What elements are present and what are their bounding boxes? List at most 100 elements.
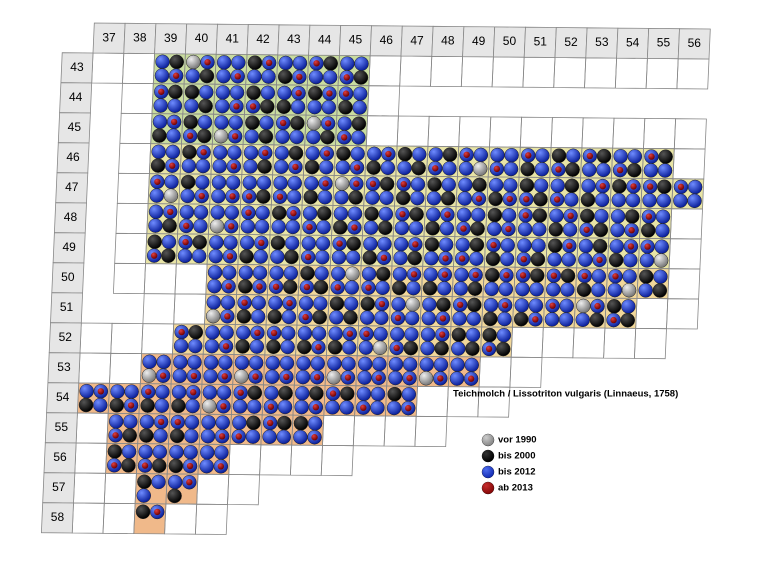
grid-cell [491,56,525,88]
record-dot-recent [472,271,479,279]
record-dot-recent [522,212,529,219]
record-dot [329,296,345,311]
record-dot [549,208,564,223]
record-dot-recent [283,373,290,381]
record-dot [473,147,489,163]
record-dot [377,220,393,236]
record-dot [207,265,223,280]
record-dot [561,252,576,267]
record-dot-recent [286,299,293,307]
record-dot-recent [432,165,439,172]
grid-cell [259,444,293,476]
record-dot [275,129,290,145]
record-dot-recent [467,375,475,382]
record-dot [487,221,502,237]
record-dot-recent [200,149,207,156]
grid-cell [365,115,399,147]
record-dot [180,188,195,204]
grid-cell [415,385,449,418]
grid-cell [196,473,230,505]
record-dot [404,327,419,342]
record-dot [303,189,319,205]
record-dot [290,99,306,115]
grid-cell [174,263,208,295]
record-dot-recent [198,192,205,200]
record-dot [386,400,402,416]
record-dot [79,383,94,399]
record-dot-recent [226,253,234,260]
record-dot [343,310,358,325]
record-dot [186,54,201,70]
record-dot [498,281,514,297]
record-dot-recent [190,389,197,396]
grid-cell [581,117,615,149]
record-dot-recent [399,210,406,218]
record-dot [213,145,228,160]
record-dot [234,355,250,370]
record-dot [302,206,318,221]
record-dot [251,295,266,311]
grid-cell [427,115,461,148]
record-dot-recent [612,273,619,280]
legend-swatch-shade [482,466,494,478]
record-dot-recent [159,372,167,379]
record-dot [655,223,670,238]
record-dot-recent [412,241,419,248]
record-dot [364,206,379,222]
record-dot-recent [141,462,149,469]
column-label: 53 [595,35,609,49]
record-dot [534,162,550,177]
record-dot-recent [231,133,239,140]
record-dot [154,68,170,83]
record-dot-recent [111,462,118,469]
record-dot [390,326,405,342]
record-dot [262,429,277,445]
record-dot [282,279,298,295]
record-dot [309,386,324,401]
record-dot [564,192,579,207]
record-dot [517,221,533,237]
record-dot-recent [444,211,451,218]
grid-cell [414,415,448,448]
record-dot [610,209,626,224]
record-dot [356,386,372,402]
record-dot [346,236,361,251]
record-dot [165,144,181,160]
record-dot-recent [410,271,418,278]
record-dot-recent [400,180,407,188]
record-dot-recent [178,328,185,336]
record-dot [343,296,359,311]
record-dot [464,357,479,373]
record-dot-recent [439,331,446,338]
record-dot [314,266,329,281]
record-dot [366,160,381,175]
record-dot [334,190,349,205]
record-dot-recent [97,388,105,395]
record-dot [155,384,170,400]
record-dot [377,236,392,252]
record-dot [272,205,287,221]
record-dot [418,371,434,386]
record-dot [318,159,334,175]
record-dot [195,158,211,174]
record-dot [441,177,456,192]
record-dot [173,354,188,370]
record-dot [428,147,444,162]
record-dot [326,370,342,385]
legend-swatch-shade [482,434,494,446]
grid-cell [477,386,511,418]
grid-cell [612,117,646,149]
record-dot [420,341,435,356]
record-dot [297,326,313,341]
record-dot [582,162,597,178]
grid-cell [194,503,228,535]
grid-labels: 37 38 39 40 41 42 43 44 45 46 47 48 49 50 51 52 53 54 55 56… [40,22,711,534]
record-dot [209,235,224,250]
record-dot [612,179,627,194]
grid-cell [73,472,107,504]
record-dot [322,69,338,85]
grid-cell [553,57,587,89]
record-dot [580,192,596,208]
record-dot [425,221,440,236]
record-dot [370,386,386,402]
